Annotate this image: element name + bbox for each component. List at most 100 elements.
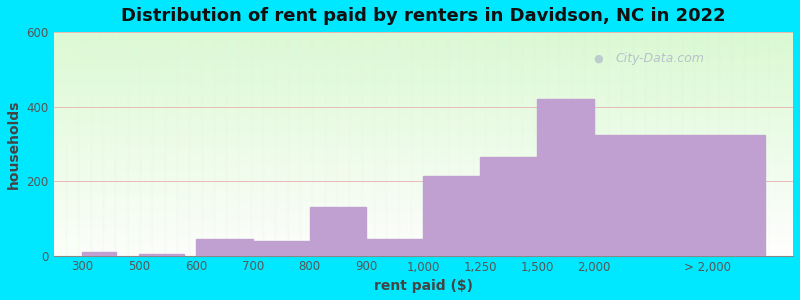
Bar (411, 32, 423, 256)
Bar (54, 149, 793, 152)
Bar (54, 102, 793, 105)
Bar (238, 32, 250, 256)
Text: ●: ● (594, 54, 603, 64)
Bar (423, 176, 480, 256)
Bar (177, 32, 189, 256)
Bar (189, 32, 202, 256)
Bar (54, 32, 66, 256)
Text: City-Data.com: City-Data.com (615, 52, 705, 65)
Bar (54, 211, 793, 214)
Bar (54, 107, 793, 110)
Bar (54, 57, 793, 60)
Bar (54, 225, 793, 228)
Bar (633, 32, 645, 256)
Bar (54, 172, 793, 175)
Bar (719, 32, 731, 256)
Bar (275, 32, 288, 256)
Bar (54, 119, 793, 122)
Bar (300, 32, 313, 256)
Bar (756, 32, 769, 256)
Bar (54, 99, 793, 102)
Bar (54, 200, 793, 202)
Bar (54, 247, 793, 250)
Bar (103, 32, 115, 256)
Bar (54, 155, 793, 158)
Bar (473, 32, 485, 256)
Bar (54, 230, 793, 233)
Bar (54, 160, 793, 164)
Bar (54, 180, 793, 183)
Bar (165, 32, 177, 256)
Bar (54, 186, 793, 189)
Bar (226, 32, 238, 256)
Bar (54, 239, 793, 242)
Bar (694, 32, 706, 256)
Bar (54, 214, 793, 217)
Bar (460, 32, 473, 256)
Bar (54, 71, 793, 74)
Bar (583, 32, 596, 256)
Bar (54, 205, 793, 208)
Bar (54, 136, 793, 138)
Bar (54, 43, 793, 46)
Bar (115, 32, 127, 256)
Bar (423, 32, 436, 256)
Bar (54, 60, 793, 63)
Bar (510, 32, 522, 256)
Bar (54, 138, 793, 141)
Bar (54, 113, 793, 116)
Bar (54, 217, 793, 219)
Bar (66, 32, 78, 256)
Bar (82, 252, 116, 256)
Bar (480, 157, 537, 256)
Bar (546, 32, 559, 256)
Bar (250, 32, 263, 256)
Bar (54, 54, 793, 57)
Bar (731, 32, 744, 256)
Bar (127, 32, 140, 256)
Bar (325, 32, 337, 256)
Bar (362, 32, 374, 256)
Bar (682, 32, 694, 256)
Bar (559, 32, 571, 256)
Bar (706, 32, 719, 256)
Bar (54, 253, 793, 256)
Bar (54, 219, 793, 222)
Bar (534, 32, 546, 256)
Bar (54, 250, 793, 253)
Bar (54, 122, 793, 124)
Bar (54, 96, 793, 99)
Bar (54, 222, 793, 225)
Bar (769, 32, 781, 256)
Bar (54, 147, 793, 149)
Bar (54, 105, 793, 107)
Bar (54, 77, 793, 80)
Bar (596, 32, 608, 256)
Bar (485, 32, 498, 256)
Bar (54, 183, 793, 186)
Bar (54, 191, 793, 194)
Bar (313, 32, 325, 256)
Bar (54, 91, 793, 94)
Bar (54, 35, 793, 38)
Bar (54, 38, 793, 40)
Bar (54, 127, 793, 130)
Bar (54, 152, 793, 155)
Bar (54, 94, 793, 96)
Bar (253, 241, 310, 256)
Bar (54, 158, 793, 160)
Bar (54, 133, 793, 136)
Bar (152, 32, 165, 256)
Bar (670, 32, 682, 256)
Bar (54, 32, 793, 35)
Bar (90, 32, 103, 256)
Bar (54, 194, 793, 197)
Bar (310, 207, 366, 256)
Y-axis label: households: households (7, 99, 21, 188)
Bar (54, 197, 793, 200)
Bar (337, 32, 350, 256)
Bar (54, 49, 793, 52)
Bar (140, 32, 152, 256)
Bar (263, 32, 275, 256)
Bar (621, 32, 633, 256)
